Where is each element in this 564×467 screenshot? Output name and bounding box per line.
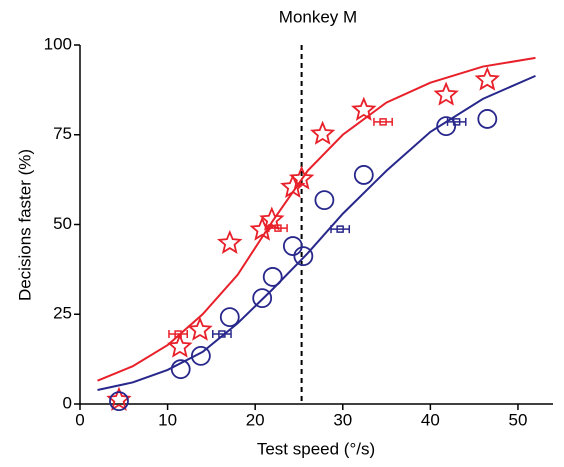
y-tick-label: 50 xyxy=(53,214,72,233)
circle-point xyxy=(436,116,457,137)
error-bar xyxy=(330,225,351,234)
x-tick-label: 40 xyxy=(421,410,440,429)
x-tick-label: 50 xyxy=(509,410,528,429)
x-tick-label: 20 xyxy=(246,410,265,429)
error-bar xyxy=(168,329,188,338)
circle-point xyxy=(314,190,335,210)
star-point xyxy=(288,165,315,190)
circle-point xyxy=(282,236,303,256)
chart-title: Monkey M xyxy=(279,7,357,26)
circle-point xyxy=(252,288,273,308)
circle-point xyxy=(170,359,191,380)
star-point xyxy=(474,66,501,91)
x-tick-label: 10 xyxy=(158,410,177,429)
circle-point xyxy=(109,391,129,412)
circle-point xyxy=(353,165,374,185)
star-point xyxy=(310,120,336,145)
star-point xyxy=(187,316,213,341)
fit-curve xyxy=(97,56,536,382)
star-point xyxy=(217,229,243,255)
circle-point xyxy=(293,246,314,266)
y-tick-label: 75 xyxy=(53,124,72,143)
fit-curve xyxy=(97,74,536,391)
x-tick-label: 30 xyxy=(333,410,352,429)
star-point xyxy=(433,81,459,106)
y-axis-label: Decisions faster (%) xyxy=(15,149,34,301)
circle-point xyxy=(477,109,498,129)
error-bar xyxy=(373,117,393,126)
y-tick-label: 100 xyxy=(44,34,72,53)
y-tick-label: 0 xyxy=(63,393,72,412)
x-tick-label: 0 xyxy=(75,410,84,429)
star-point xyxy=(167,333,193,358)
star-point xyxy=(351,96,377,121)
star-point xyxy=(259,206,285,231)
circle-point xyxy=(190,345,211,366)
x-axis-label: Test speed (°/s) xyxy=(257,439,375,458)
error-bar xyxy=(212,329,232,338)
circle-point xyxy=(219,307,240,328)
circle-point xyxy=(262,267,283,287)
y-tick-label: 25 xyxy=(53,304,72,323)
